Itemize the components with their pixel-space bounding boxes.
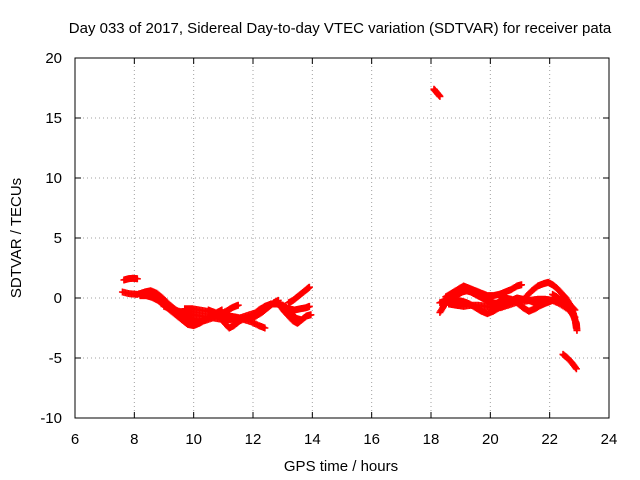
data-point	[436, 92, 444, 100]
y-axis-label: SDTVAR / TECUs	[8, 178, 25, 298]
grid	[75, 58, 609, 418]
y-tick-label: 20	[45, 50, 62, 67]
x-tick-label: 20	[482, 431, 499, 448]
data-point	[296, 316, 304, 324]
data-point	[307, 311, 315, 319]
data-points	[118, 85, 581, 373]
x-tick-label: 10	[185, 431, 202, 448]
x-axis-label: GPS time / hours	[284, 458, 398, 475]
y-tick-label: 0	[54, 290, 62, 307]
y-tick-label: 15	[45, 110, 62, 127]
data-point	[572, 365, 580, 373]
x-tick-label: 6	[71, 431, 79, 448]
data-point	[305, 283, 313, 291]
x-tick-label: 18	[423, 431, 440, 448]
y-tick-label: -5	[49, 350, 62, 367]
data-point	[571, 364, 579, 372]
x-tick-label: 12	[245, 431, 262, 448]
y-tick-label: 5	[54, 230, 62, 247]
x-tick-label: 24	[601, 431, 618, 448]
data-point	[133, 275, 141, 283]
y-tick-label: 10	[45, 170, 62, 187]
axis-ticks: 6 8 10 12 14 16 18 20 22 24 -10 -5 0 5 10 15 20	[40, 50, 617, 448]
x-tick-label: 16	[363, 431, 380, 448]
data-point	[261, 324, 269, 332]
chart-title: Day 033 of 2017, Sidereal Day-to-day VTE…	[69, 20, 612, 37]
x-tick-label: 14	[304, 431, 321, 448]
data-point	[234, 301, 242, 309]
data-point	[573, 326, 581, 334]
y-tick-label: -10	[40, 410, 62, 427]
data-point	[305, 302, 313, 310]
x-tick-label: 22	[541, 431, 558, 448]
data-point	[517, 281, 525, 289]
x-tick-label: 8	[130, 431, 138, 448]
